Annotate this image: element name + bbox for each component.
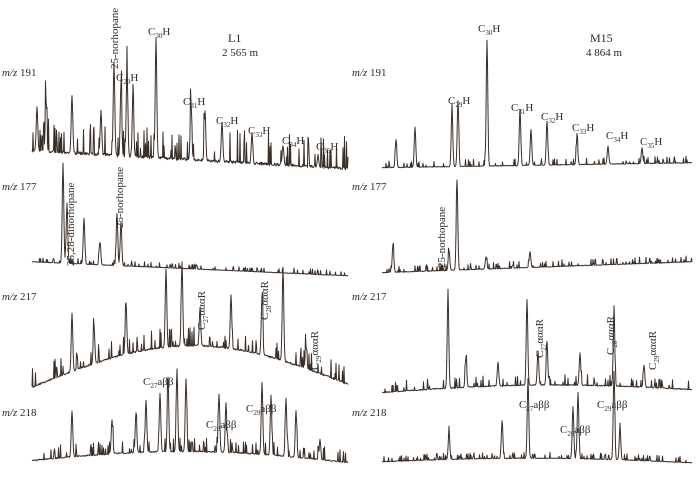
left-c34h-label: C34H	[282, 135, 304, 149]
left-177-norhopane-label: 25-norhopane	[114, 167, 126, 228]
trace-right-191	[381, 39, 693, 169]
left-c31h-label: C31H	[183, 96, 205, 110]
left-c27abb-label: C27aββ	[143, 376, 174, 390]
left-c29aaar-label: C29αααR	[309, 330, 323, 370]
trace-left-218	[31, 368, 349, 463]
left-mz217-label: m/z 217	[2, 291, 37, 303]
left-mz218-label: m/z 218	[2, 407, 37, 419]
left-c35h-label: C35H	[316, 141, 338, 155]
left-c29h-label: C29H	[116, 72, 138, 86]
right-c29abb-label: C29aββ	[597, 399, 628, 413]
left-c32h-label: C32H	[216, 115, 238, 129]
right-c28abb-label: C28aββ	[560, 424, 591, 438]
left-depth-label: 2 565 m	[222, 47, 259, 59]
right-mz177-label: m/z 177	[352, 181, 387, 193]
right-c35h-label: C35H	[640, 136, 662, 150]
right-177-norhopane-label: 25-norhopane	[436, 207, 448, 268]
left-well-label: L1	[228, 31, 241, 45]
right-c30h-label: C30H	[478, 23, 500, 37]
right-mz218-label: m/z 218	[352, 407, 387, 419]
right-mz191-label: m/z 191	[352, 67, 387, 79]
right-c29h-label: C29H	[448, 95, 470, 109]
trace-right-218	[381, 370, 693, 464]
right-c32h-label: C32H	[541, 111, 563, 125]
right-c27aaar-label: C27αααR	[534, 318, 548, 358]
right-c28aaar-label: C28αααR	[605, 315, 619, 355]
left-c28abb-label: C28aββ	[206, 419, 237, 433]
left-c28aaar-label: C28αααR	[259, 280, 273, 320]
left-mz177-label: m/z 177	[2, 181, 37, 193]
right-depth-label: 4 864 m	[586, 47, 623, 59]
left-191-norhopane-label: 25-norhopane	[109, 8, 121, 69]
left-c30h-label: C30H	[148, 26, 170, 40]
right-c29aaar-label: C29αααR	[647, 330, 661, 370]
right-mz217-label: m/z 217	[352, 291, 387, 303]
left-c29abb-label: C29aββ	[246, 403, 277, 417]
left-c27aaar-label: C27αααR	[196, 290, 210, 330]
trace-left-217	[31, 261, 349, 388]
trace-left-191	[31, 37, 349, 171]
right-c34h-label: C34H	[606, 130, 628, 144]
chromatogram-traces	[31, 37, 693, 464]
right-c31h-label: C31H	[511, 102, 533, 116]
left-c33h-label: C33H	[248, 125, 270, 139]
left-mz191-label: m/z 191	[2, 67, 37, 79]
trace-left-177	[31, 162, 349, 277]
right-well-label: M15	[590, 31, 613, 45]
trace-right-177	[382, 179, 693, 274]
right-c27abb-label: C27aββ	[519, 399, 550, 413]
trace-right-217	[381, 288, 693, 394]
right-c33h-label: C33H	[572, 122, 594, 136]
left-177-dinorhopane-label: 25,28-dinorhopane	[65, 182, 77, 266]
